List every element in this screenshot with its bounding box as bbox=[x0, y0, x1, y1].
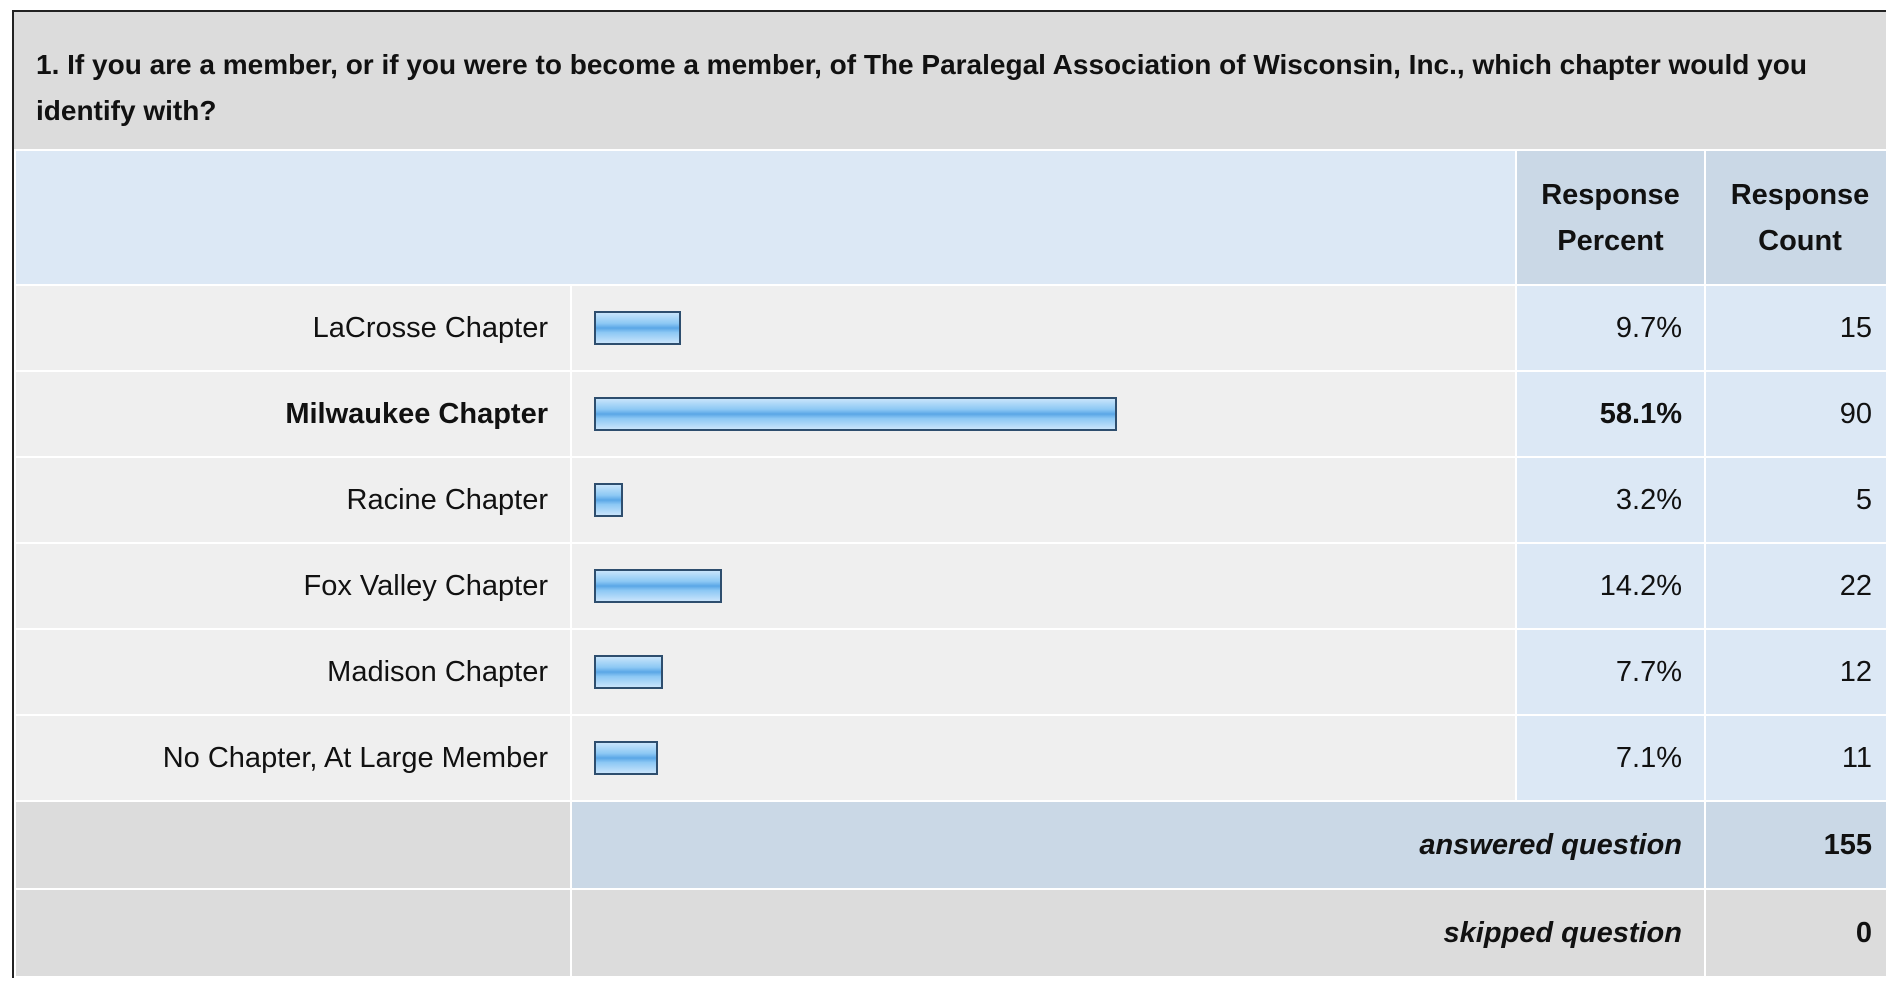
bar bbox=[594, 741, 658, 775]
answer-row: Madison Chapter 7.7% 12 bbox=[14, 628, 1886, 716]
header-count: Response Count bbox=[1704, 149, 1886, 286]
answer-label: No Chapter, At Large Member bbox=[14, 714, 572, 802]
bar-cell bbox=[570, 456, 1517, 544]
results-table: Response Percent Response Count LaCrosse… bbox=[14, 149, 1886, 978]
rows: LaCrosse Chapter 9.7% 15 Milwaukee Chapter 5… bbox=[14, 284, 1886, 802]
bar bbox=[594, 569, 722, 603]
header-percent: Response Percent bbox=[1515, 149, 1706, 286]
blank bbox=[14, 888, 572, 978]
answer-label: Milwaukee Chapter bbox=[14, 370, 572, 458]
answer-row: Racine Chapter 3.2% 5 bbox=[14, 456, 1886, 544]
answer-row: No Chapter, At Large Member 7.1% 11 bbox=[14, 714, 1886, 802]
header-blank bbox=[14, 149, 1517, 286]
bar bbox=[594, 397, 1118, 431]
response-count: 12 bbox=[1704, 628, 1886, 716]
header-row: Response Percent Response Count bbox=[14, 149, 1886, 286]
skipped-value: 0 bbox=[1704, 888, 1886, 978]
bar-cell bbox=[570, 714, 1517, 802]
answer-label: Fox Valley Chapter bbox=[14, 542, 572, 630]
response-percent: 3.2% bbox=[1515, 456, 1706, 544]
blank bbox=[14, 800, 572, 890]
response-percent: 9.7% bbox=[1515, 284, 1706, 372]
response-count: 15 bbox=[1704, 284, 1886, 372]
answer-label: LaCrosse Chapter bbox=[14, 284, 572, 372]
response-percent: 7.7% bbox=[1515, 628, 1706, 716]
response-percent: 58.1% bbox=[1515, 370, 1706, 458]
bar bbox=[594, 311, 682, 345]
response-count: 11 bbox=[1704, 714, 1886, 802]
bar bbox=[594, 483, 623, 517]
response-count: 5 bbox=[1704, 456, 1886, 544]
skipped-label: skipped question bbox=[570, 888, 1706, 978]
question-title: 1. If you are a member, or if you were t… bbox=[14, 12, 1886, 149]
response-count: 90 bbox=[1704, 370, 1886, 458]
bar-cell bbox=[570, 284, 1517, 372]
question-panel: 1. If you are a member, or if you were t… bbox=[12, 10, 1886, 978]
response-percent: 7.1% bbox=[1515, 714, 1706, 802]
answered-row: answered question 155 bbox=[14, 800, 1886, 890]
answer-label: Racine Chapter bbox=[14, 456, 572, 544]
response-count: 22 bbox=[1704, 542, 1886, 630]
answered-label: answered question bbox=[570, 800, 1706, 890]
answered-value: 155 bbox=[1704, 800, 1886, 890]
answer-row: Fox Valley Chapter 14.2% 22 bbox=[14, 542, 1886, 630]
answer-row: Milwaukee Chapter 58.1% 90 bbox=[14, 370, 1886, 458]
bar-cell bbox=[570, 370, 1517, 458]
bar-cell bbox=[570, 628, 1517, 716]
bar-cell bbox=[570, 542, 1517, 630]
response-percent: 14.2% bbox=[1515, 542, 1706, 630]
bar bbox=[594, 655, 664, 689]
answer-row: LaCrosse Chapter 9.7% 15 bbox=[14, 284, 1886, 372]
skipped-row: skipped question 0 bbox=[14, 888, 1886, 978]
answer-label: Madison Chapter bbox=[14, 628, 572, 716]
